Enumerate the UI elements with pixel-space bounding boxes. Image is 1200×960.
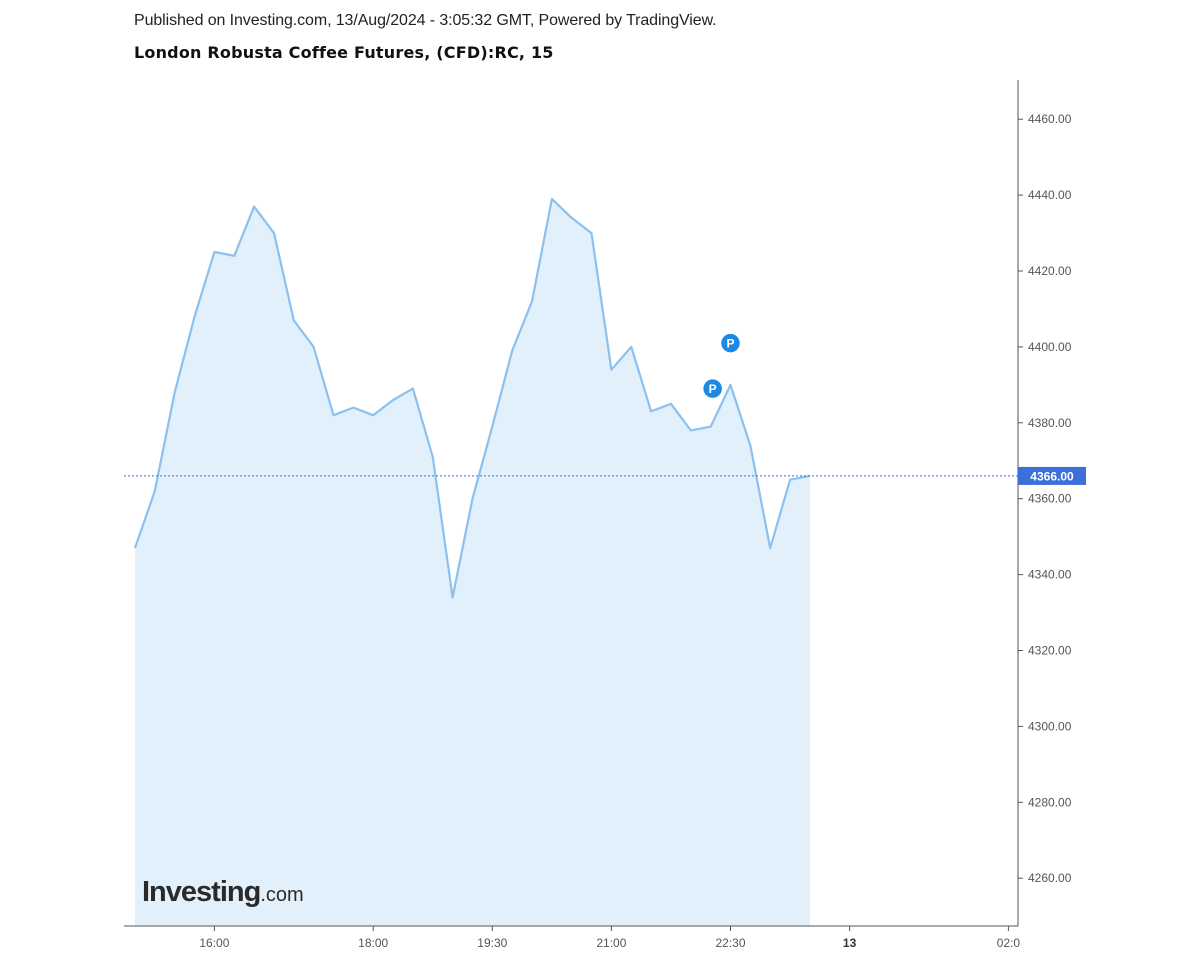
area-layer (135, 198, 810, 926)
axis-layer: 4260.00 4280.00 4300.00 4320.00 4340.00 4360.… (124, 80, 1072, 950)
p-marker: P (701, 377, 724, 400)
investing-logo: Investing.com (142, 876, 304, 909)
y-tick-label: 4340.00 (1028, 568, 1072, 582)
last-price-badge (1018, 466, 1086, 485)
last-price-label: 4366.00 (1030, 469, 1074, 483)
x-tick-label: 02:0 (997, 936, 1021, 950)
p-marker-circle (701, 377, 724, 400)
x-tick-label: 22:30 (715, 936, 745, 950)
p-marker-circle (719, 332, 742, 354)
x-tick-label: 16:00 (199, 936, 229, 950)
x-tick-label: 21:00 (596, 936, 626, 950)
y-tick-label: 4260.00 (1028, 871, 1072, 885)
y-tick-label: 4280.00 (1028, 795, 1072, 809)
x-tick-label: 19:30 (477, 936, 507, 950)
p-marker: P (719, 332, 742, 354)
marker-layer: PP (701, 332, 742, 400)
logo-suffix: .com (260, 884, 304, 906)
logo-main: Investing (142, 876, 261, 908)
chart-title: London Robusta Coffee Futures, (CFD):RC,… (134, 43, 554, 62)
x-tick-label: 18:00 (358, 936, 388, 950)
chart-header: Published on Investing.com, 13/Aug/2024 … (134, 12, 717, 62)
p-marker-label: P (709, 382, 717, 396)
published-note: Published on Investing.com, 13/Aug/2024 … (134, 12, 717, 29)
price-layer: 4366.00 (124, 466, 1086, 485)
y-tick-label: 4420.00 (1028, 264, 1072, 278)
y-tick-label: 4380.00 (1028, 416, 1072, 430)
line-layer (133, 197, 811, 599)
p-marker-label: P (726, 337, 734, 351)
area-fill (135, 198, 810, 926)
y-tick-label: 4320.00 (1028, 644, 1072, 658)
y-tick-label: 4300.00 (1028, 719, 1072, 733)
x-tick-label: 13 (843, 936, 857, 950)
y-tick-label: 4400.00 (1028, 340, 1072, 354)
y-tick-label: 4440.00 (1028, 188, 1072, 202)
y-tick-label: 4460.00 (1028, 112, 1072, 126)
y-tick-label: 4360.00 (1028, 492, 1072, 506)
